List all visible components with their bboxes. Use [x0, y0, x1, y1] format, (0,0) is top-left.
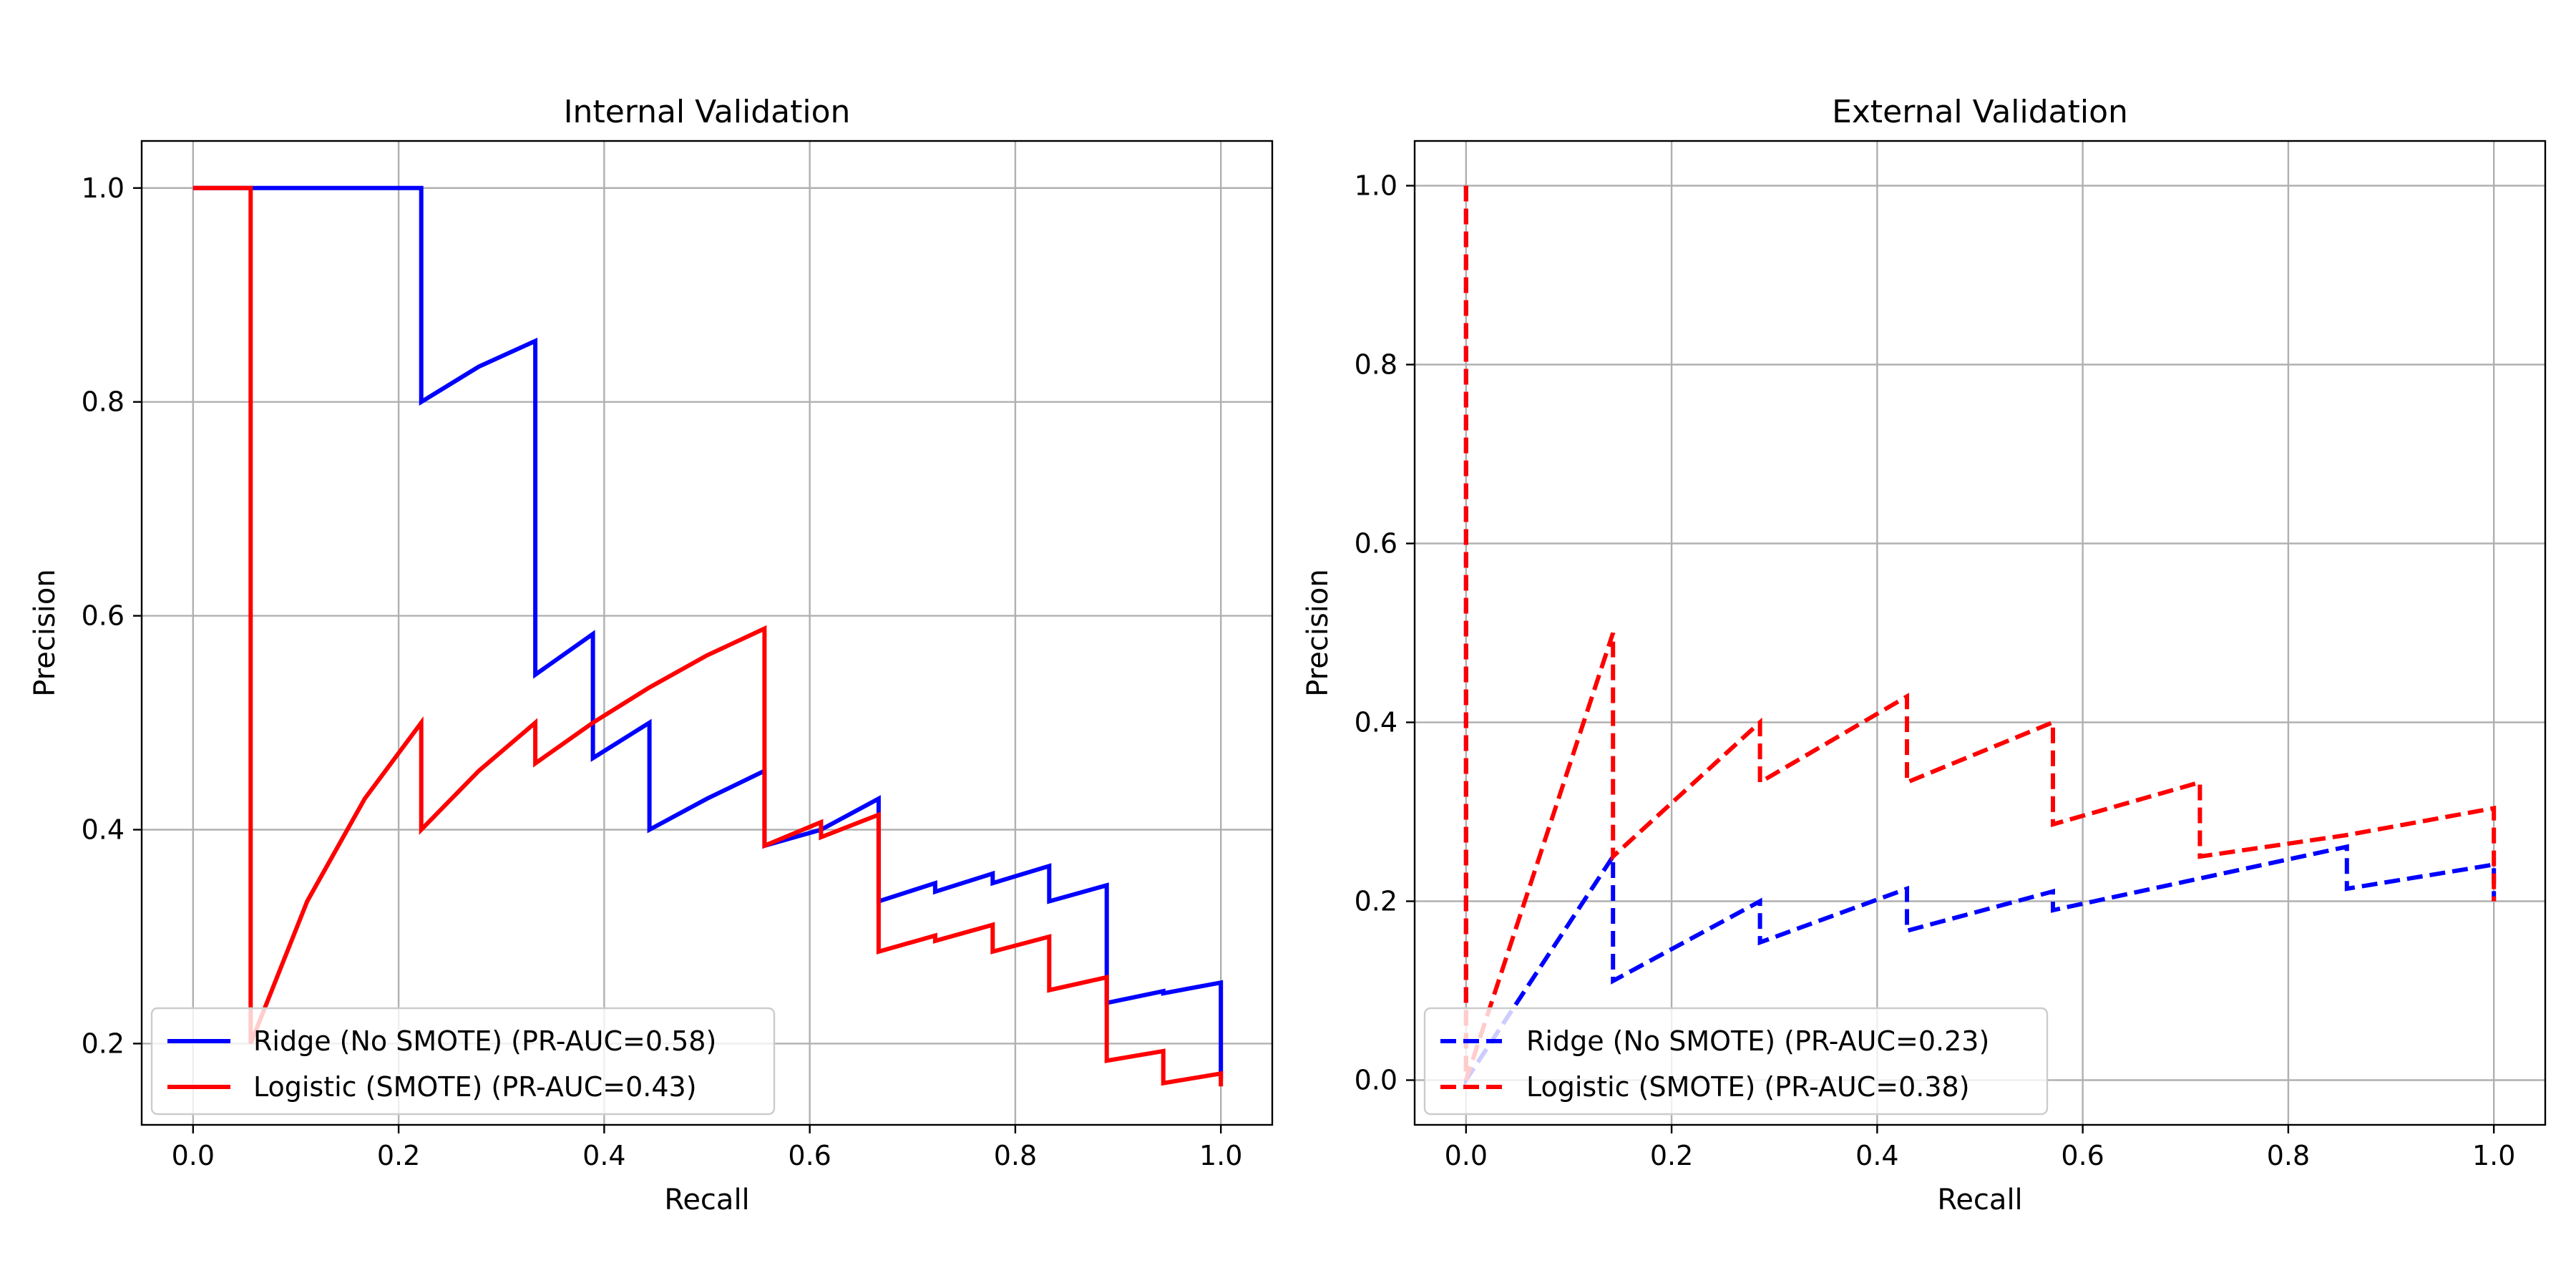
y-tick-label: 1.0: [82, 172, 125, 204]
y-tick-label: 1.0: [1355, 170, 1397, 202]
legend-label: Ridge (No SMOTE) (PR-AUC=0.23): [1526, 1025, 1989, 1057]
x-tick-label: 0.6: [2061, 1140, 2104, 1171]
y-axis-label: Precision: [1302, 569, 1335, 696]
x-tick-label: 1.0: [1199, 1140, 1242, 1171]
y-tick-label: 0.8: [82, 386, 125, 418]
chart-title: Internal Validation: [564, 94, 851, 130]
x-tick-label: 0.4: [582, 1140, 625, 1171]
y-tick-label: 0.0: [1355, 1065, 1397, 1096]
y-tick-label: 0.4: [82, 814, 125, 846]
legend-label: Logistic (SMOTE) (PR-AUC=0.43): [253, 1071, 697, 1103]
x-tick-label: 0.8: [2267, 1140, 2310, 1171]
x-tick-label: 1.0: [2472, 1140, 2515, 1171]
legend-label: Logistic (SMOTE) (PR-AUC=0.38): [1526, 1071, 1970, 1103]
legend: Ridge (No SMOTE) (PR-AUC=0.23) Logistic (…: [1423, 1007, 2049, 1116]
legend-box: [150, 1007, 776, 1116]
x-axis-label: Recall: [664, 1184, 749, 1216]
x-tick-label: 0.2: [1650, 1140, 1693, 1171]
y-tick-label: 0.2: [82, 1028, 125, 1059]
x-tick-label: 0.0: [172, 1140, 215, 1171]
y-tick-label: 0.6: [1355, 528, 1397, 560]
x-tick-label: 0.8: [994, 1140, 1037, 1171]
x-tick-label: 0.2: [377, 1140, 420, 1171]
panel-internal-validation: 0.0 0.2 0.4 0.6 0.8 1.0 0.2 0.4 0.6 0.8 1.0 Interna…: [29, 94, 1274, 1216]
y-axis-label: Precision: [29, 569, 62, 696]
x-tick-label: 0.4: [1855, 1140, 1898, 1171]
legend: Ridge (No SMOTE) (PR-AUC=0.58) Logistic (…: [150, 1007, 776, 1116]
legend-box: [1423, 1007, 2049, 1116]
y-tick-label: 0.2: [1355, 886, 1397, 917]
y-tick-label: 0.8: [1355, 349, 1397, 381]
series-line-ridge: [1463, 185, 2497, 1088]
series-line-logistic: [1463, 185, 2497, 1081]
x-tick-label: 0.6: [788, 1140, 831, 1171]
legend-label: Ridge (No SMOTE) (PR-AUC=0.58): [253, 1025, 716, 1057]
y-tick-label: 0.6: [82, 600, 125, 632]
plot-frame: [140, 140, 1274, 1126]
plot-frame: [1413, 140, 2547, 1126]
y-tick-label: 0.4: [1355, 707, 1397, 738]
x-axis-label: Recall: [1937, 1184, 2022, 1216]
panel-external-validation: 0.0 0.2 0.4 0.6 0.8 1.0 0.0 0.2 0.4 0.6 0.8 1.0 Exte…: [1302, 94, 2547, 1216]
chart-title: External Validation: [1832, 94, 2128, 130]
series-line-logistic: [192, 185, 1224, 1087]
x-tick-label: 0.0: [1445, 1140, 1488, 1171]
series-line-ridge: [192, 185, 1224, 1079]
